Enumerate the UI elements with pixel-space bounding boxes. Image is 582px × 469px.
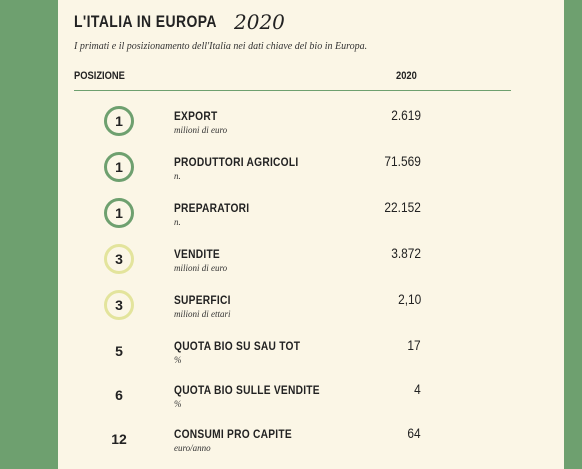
row-value: 71.569	[384, 153, 421, 169]
rank-badge: 1	[104, 106, 134, 136]
row-unit: %	[174, 355, 182, 365]
header-divider	[74, 90, 511, 91]
title-year: 2020	[234, 10, 285, 34]
table-row: 3 VENDITE milioni di euro 3.872	[58, 244, 564, 288]
row-unit: n.	[174, 217, 181, 227]
row-value: 64	[407, 425, 421, 441]
row-unit: milioni di euro	[174, 125, 228, 135]
rank-badge: 6	[115, 387, 123, 403]
table-row: 1 EXPORT milioni di euro 2.619	[58, 106, 564, 150]
row-unit: milioni di ettari	[174, 309, 231, 319]
table-row: 1 PRODUTTORI AGRICOLI n. 71.569	[58, 152, 564, 196]
row-value: 2,10	[397, 291, 421, 307]
row-label: PRODUTTORI AGRICOLI	[174, 155, 299, 169]
column-header-year: 2020	[396, 70, 417, 82]
row-label: QUOTA BIO SULLE VENDITE	[174, 383, 320, 397]
row-value: 17	[407, 337, 421, 353]
table-row: 6 QUOTA BIO SULLE VENDITE % 4	[58, 380, 564, 424]
table-row: 3 SUPERFICI milioni di ettari 2,10	[58, 290, 564, 334]
table-row: 5 QUOTA BIO SU SAU TOT % 17	[58, 336, 564, 380]
table-row: 12 CONSUMI PRO CAPITE euro/anno 64	[58, 424, 564, 468]
rank-badge: 5	[115, 343, 123, 359]
rank-badge: 1	[104, 198, 134, 228]
table-row: 1 PREPARATORI n. 22.152	[58, 198, 564, 242]
row-label: SUPERFICI	[174, 293, 231, 307]
row-unit: n.	[174, 171, 181, 181]
row-label: EXPORT	[174, 109, 218, 123]
row-label: CONSUMI PRO CAPITE	[174, 427, 292, 441]
row-value: 3.872	[391, 245, 421, 261]
row-unit: %	[174, 399, 182, 409]
rank-badge: 1	[104, 152, 134, 182]
row-unit: euro/anno	[174, 443, 211, 453]
row-value: 4	[414, 381, 421, 397]
rank-badge: 3	[104, 290, 134, 320]
column-header-position: POSIZIONE	[74, 70, 125, 82]
row-label: PREPARATORI	[174, 201, 250, 215]
rank-badge: 3	[104, 244, 134, 274]
row-unit: milioni di euro	[174, 263, 228, 273]
row-value: 22.152	[384, 199, 421, 215]
page-subtitle: I primati e il posizionamento dell'Itali…	[74, 41, 368, 52]
row-label: QUOTA BIO SU SAU TOT	[174, 339, 301, 353]
infographic-card: L'ITALIA IN EUROPA 2020 I primati e il p…	[58, 0, 564, 469]
page-title: L'ITALIA IN EUROPA	[74, 12, 217, 31]
row-label: VENDITE	[174, 247, 220, 261]
row-value: 2.619	[391, 107, 421, 123]
rank-badge: 12	[111, 431, 127, 447]
